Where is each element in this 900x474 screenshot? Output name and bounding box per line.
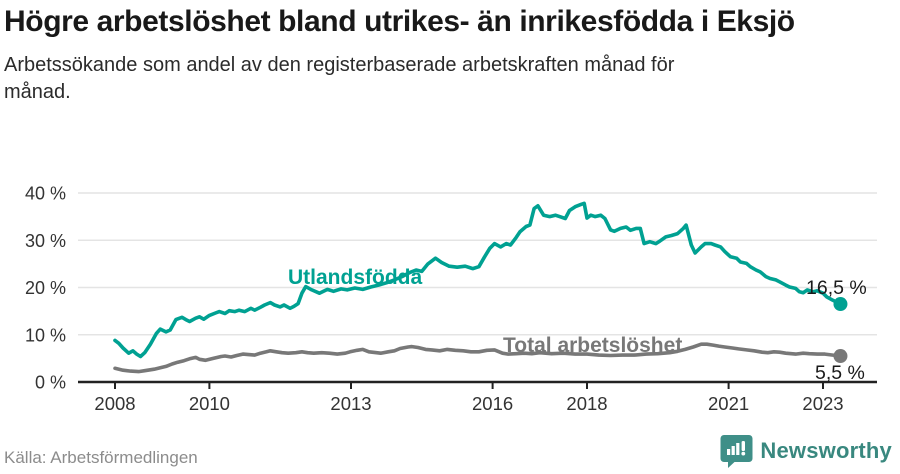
chart-subtitle: Arbetssökande som andel av den registerb… — [4, 53, 675, 104]
chart-title: Högre arbetslöshet bland utrikes- än inr… — [4, 5, 795, 38]
chart-footer: Källa: Arbetsförmedlingen Newsworthy — [0, 432, 900, 468]
series-line-total-arbetsl-shet — [113, 342, 843, 374]
logo-exclamation-dot — [741, 451, 746, 456]
y-tick-label-40: 40 % — [25, 184, 66, 204]
x-tick-label-2021: 2021 — [708, 393, 749, 414]
chart-header: Högre arbetslöshet bland utrikes- än inr… — [4, 2, 896, 107]
newsworthy-logo: Newsworthy — [720, 434, 892, 468]
x-tick-label-2013: 2013 — [330, 393, 371, 414]
newsworthy-logo-text: Newsworthy — [760, 438, 892, 463]
logo-bar-3 — [736, 443, 740, 455]
source-note: Källa: Arbetsförmedlingen — [4, 448, 198, 467]
logo-exclamation-bar — [742, 441, 746, 451]
series-end-dot — [833, 297, 848, 312]
x-tick-label-2018: 2018 — [566, 393, 607, 414]
series-end-dot — [833, 349, 848, 364]
logo-bar-1 — [727, 449, 731, 455]
series-line-utlandsf-dda — [113, 201, 843, 359]
x-tick-label-2008: 2008 — [94, 393, 135, 414]
x-tick-label-2010: 2010 — [189, 393, 230, 414]
newsworthy-logo-icon — [720, 435, 753, 468]
line-chart: 0 % 10 % 20 % 30 % 40 % 2008 2010 2013 2016 2018 2… — [25, 184, 877, 414]
y-tick-label-20: 20 % — [25, 278, 66, 298]
y-tick-label-10: 10 % — [25, 325, 66, 345]
x-tick-label-2016: 2016 — [472, 393, 513, 414]
series-label-utlandsfodda: Utlandsfödda — [288, 266, 422, 289]
series-label-total-arbetsloshet: Total arbetslöshet — [503, 334, 682, 357]
x-tick-label-2023: 2023 — [802, 393, 843, 414]
logo-bar-2 — [732, 446, 736, 455]
y-tick-label-30: 30 % — [25, 231, 66, 251]
end-value-label-total: 5,5 % — [815, 362, 865, 384]
end-value-label-utlandsfodda: 16,5 % — [806, 277, 867, 299]
y-tick-label-0: 0 % — [35, 373, 66, 393]
